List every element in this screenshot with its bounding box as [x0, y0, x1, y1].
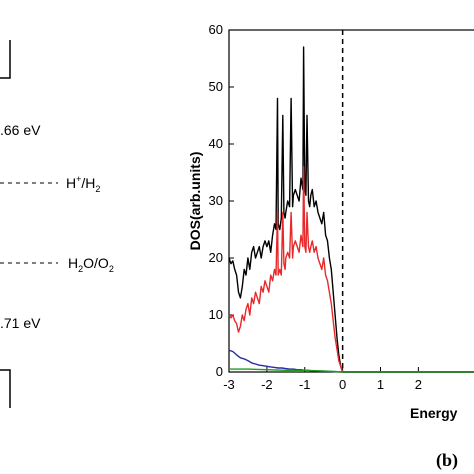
y-axis-title: DOS(arb.units) [187, 152, 203, 251]
dos-chart: 0 10 20 30 40 50 60 -3 -2 -1 0 1 2 DOS(arb.units) E… [187, 22, 474, 471]
h-plus-h2-label: H+/H2 [66, 174, 100, 194]
y-tick-label: 50 [209, 79, 223, 94]
x-tick-label: -3 [223, 377, 235, 392]
y-tick-label: 40 [209, 136, 223, 151]
x-tick-label: -2 [261, 377, 273, 392]
x-tick-label: 2 [415, 377, 422, 392]
h2o-o2-label: H2O/O2 [68, 255, 114, 274]
energy-bottom-label: .71 eV [0, 315, 41, 331]
panel-label: (b) [436, 450, 458, 471]
dos-series-line-2 [228, 349, 474, 373]
y-tick-label: 60 [209, 22, 223, 37]
plot-frame [228, 29, 474, 373]
y-tick-label: 0 [216, 364, 223, 379]
conduction-band-box [0, 40, 11, 79]
x-tick-label: 0 [339, 377, 346, 392]
x-axis-title: Energy [410, 405, 458, 421]
y-tick-label: 30 [209, 193, 223, 208]
dos-series-line-3 [229, 368, 474, 373]
x-tick-label: -1 [299, 377, 311, 392]
dos-series-line-1 [228, 166, 474, 373]
band-diagram: .66 eV H+/H2 H2O/O2 .71 eV [0, 40, 114, 408]
y-axis-ticks: 0 10 20 30 40 50 60 [209, 22, 234, 379]
y-tick-label: 20 [209, 250, 223, 265]
energy-top-label: .66 eV [0, 122, 41, 138]
dos-series-line-0 [228, 46, 474, 373]
valence-band-box [0, 369, 11, 408]
series-layer [228, 46, 474, 373]
y-tick-label: 10 [209, 307, 223, 322]
x-tick-label: 1 [377, 377, 384, 392]
